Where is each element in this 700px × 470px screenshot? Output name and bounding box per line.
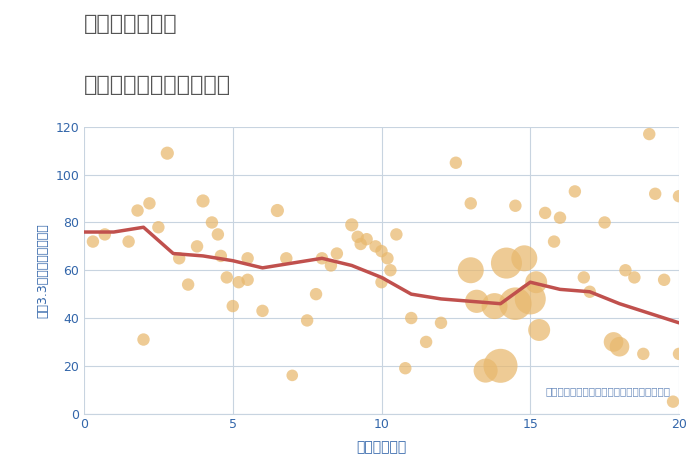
Point bbox=[406, 314, 417, 322]
Point bbox=[385, 266, 396, 274]
Point bbox=[569, 188, 580, 195]
Point bbox=[391, 231, 402, 238]
Point bbox=[197, 197, 209, 205]
Point bbox=[153, 224, 164, 231]
Point bbox=[326, 262, 337, 269]
Point bbox=[450, 159, 461, 166]
Point bbox=[346, 221, 357, 228]
Point bbox=[510, 300, 521, 307]
Point bbox=[376, 278, 387, 286]
Point bbox=[221, 274, 232, 281]
Point bbox=[302, 317, 313, 324]
Point bbox=[495, 362, 506, 369]
Point bbox=[519, 255, 530, 262]
Point bbox=[212, 231, 223, 238]
Point bbox=[99, 231, 111, 238]
Point bbox=[400, 364, 411, 372]
Point bbox=[242, 255, 253, 262]
Point bbox=[673, 192, 685, 200]
Point bbox=[608, 338, 620, 346]
Point bbox=[638, 350, 649, 358]
Text: 円の大きさは、取引のあった物件面積を示す: 円の大きさは、取引のあった物件面積を示す bbox=[545, 386, 670, 396]
Point bbox=[489, 302, 500, 310]
Point bbox=[435, 319, 447, 327]
Point bbox=[673, 350, 685, 358]
Text: 駅距離別中古戸建て価格: 駅距離別中古戸建て価格 bbox=[84, 75, 231, 95]
Point bbox=[316, 255, 328, 262]
Point bbox=[525, 295, 536, 303]
Point bbox=[132, 207, 144, 214]
Point bbox=[629, 274, 640, 281]
Point bbox=[620, 266, 631, 274]
Point bbox=[257, 307, 268, 314]
Point bbox=[281, 255, 292, 262]
Point bbox=[668, 398, 679, 406]
Point bbox=[465, 266, 476, 274]
Point bbox=[174, 255, 185, 262]
Point bbox=[554, 214, 566, 221]
Point bbox=[376, 247, 387, 255]
Point bbox=[272, 207, 283, 214]
Point bbox=[355, 240, 366, 248]
Point bbox=[382, 255, 393, 262]
Point bbox=[192, 243, 203, 250]
Point bbox=[183, 281, 194, 288]
Point bbox=[144, 200, 155, 207]
Point bbox=[138, 336, 149, 343]
Point bbox=[242, 276, 253, 283]
Point bbox=[227, 302, 238, 310]
Point bbox=[540, 209, 551, 217]
Point bbox=[361, 235, 372, 243]
Point bbox=[352, 233, 363, 241]
Point bbox=[501, 259, 512, 267]
Point bbox=[206, 219, 218, 226]
Point bbox=[584, 288, 595, 296]
Y-axis label: 坪（3.3㎡）単価（万円）: 坪（3.3㎡）単価（万円） bbox=[36, 223, 50, 318]
X-axis label: 駅距離（分）: 駅距離（分） bbox=[356, 440, 407, 454]
Point bbox=[216, 252, 227, 259]
Point bbox=[659, 276, 670, 283]
Point bbox=[578, 274, 589, 281]
Point bbox=[310, 290, 321, 298]
Point bbox=[233, 278, 244, 286]
Point bbox=[510, 202, 521, 210]
Point bbox=[614, 343, 625, 351]
Point bbox=[88, 238, 99, 245]
Point bbox=[549, 238, 560, 245]
Point bbox=[599, 219, 610, 226]
Text: 岐阜県柳津駅の: 岐阜県柳津駅の bbox=[84, 14, 178, 34]
Point bbox=[650, 190, 661, 197]
Point bbox=[465, 200, 476, 207]
Point bbox=[531, 278, 542, 286]
Point bbox=[123, 238, 134, 245]
Point bbox=[331, 250, 342, 257]
Point bbox=[287, 372, 298, 379]
Point bbox=[644, 130, 655, 138]
Point bbox=[471, 298, 482, 305]
Point bbox=[533, 326, 545, 334]
Point bbox=[480, 367, 491, 374]
Point bbox=[421, 338, 432, 346]
Point bbox=[370, 243, 381, 250]
Point bbox=[162, 149, 173, 157]
